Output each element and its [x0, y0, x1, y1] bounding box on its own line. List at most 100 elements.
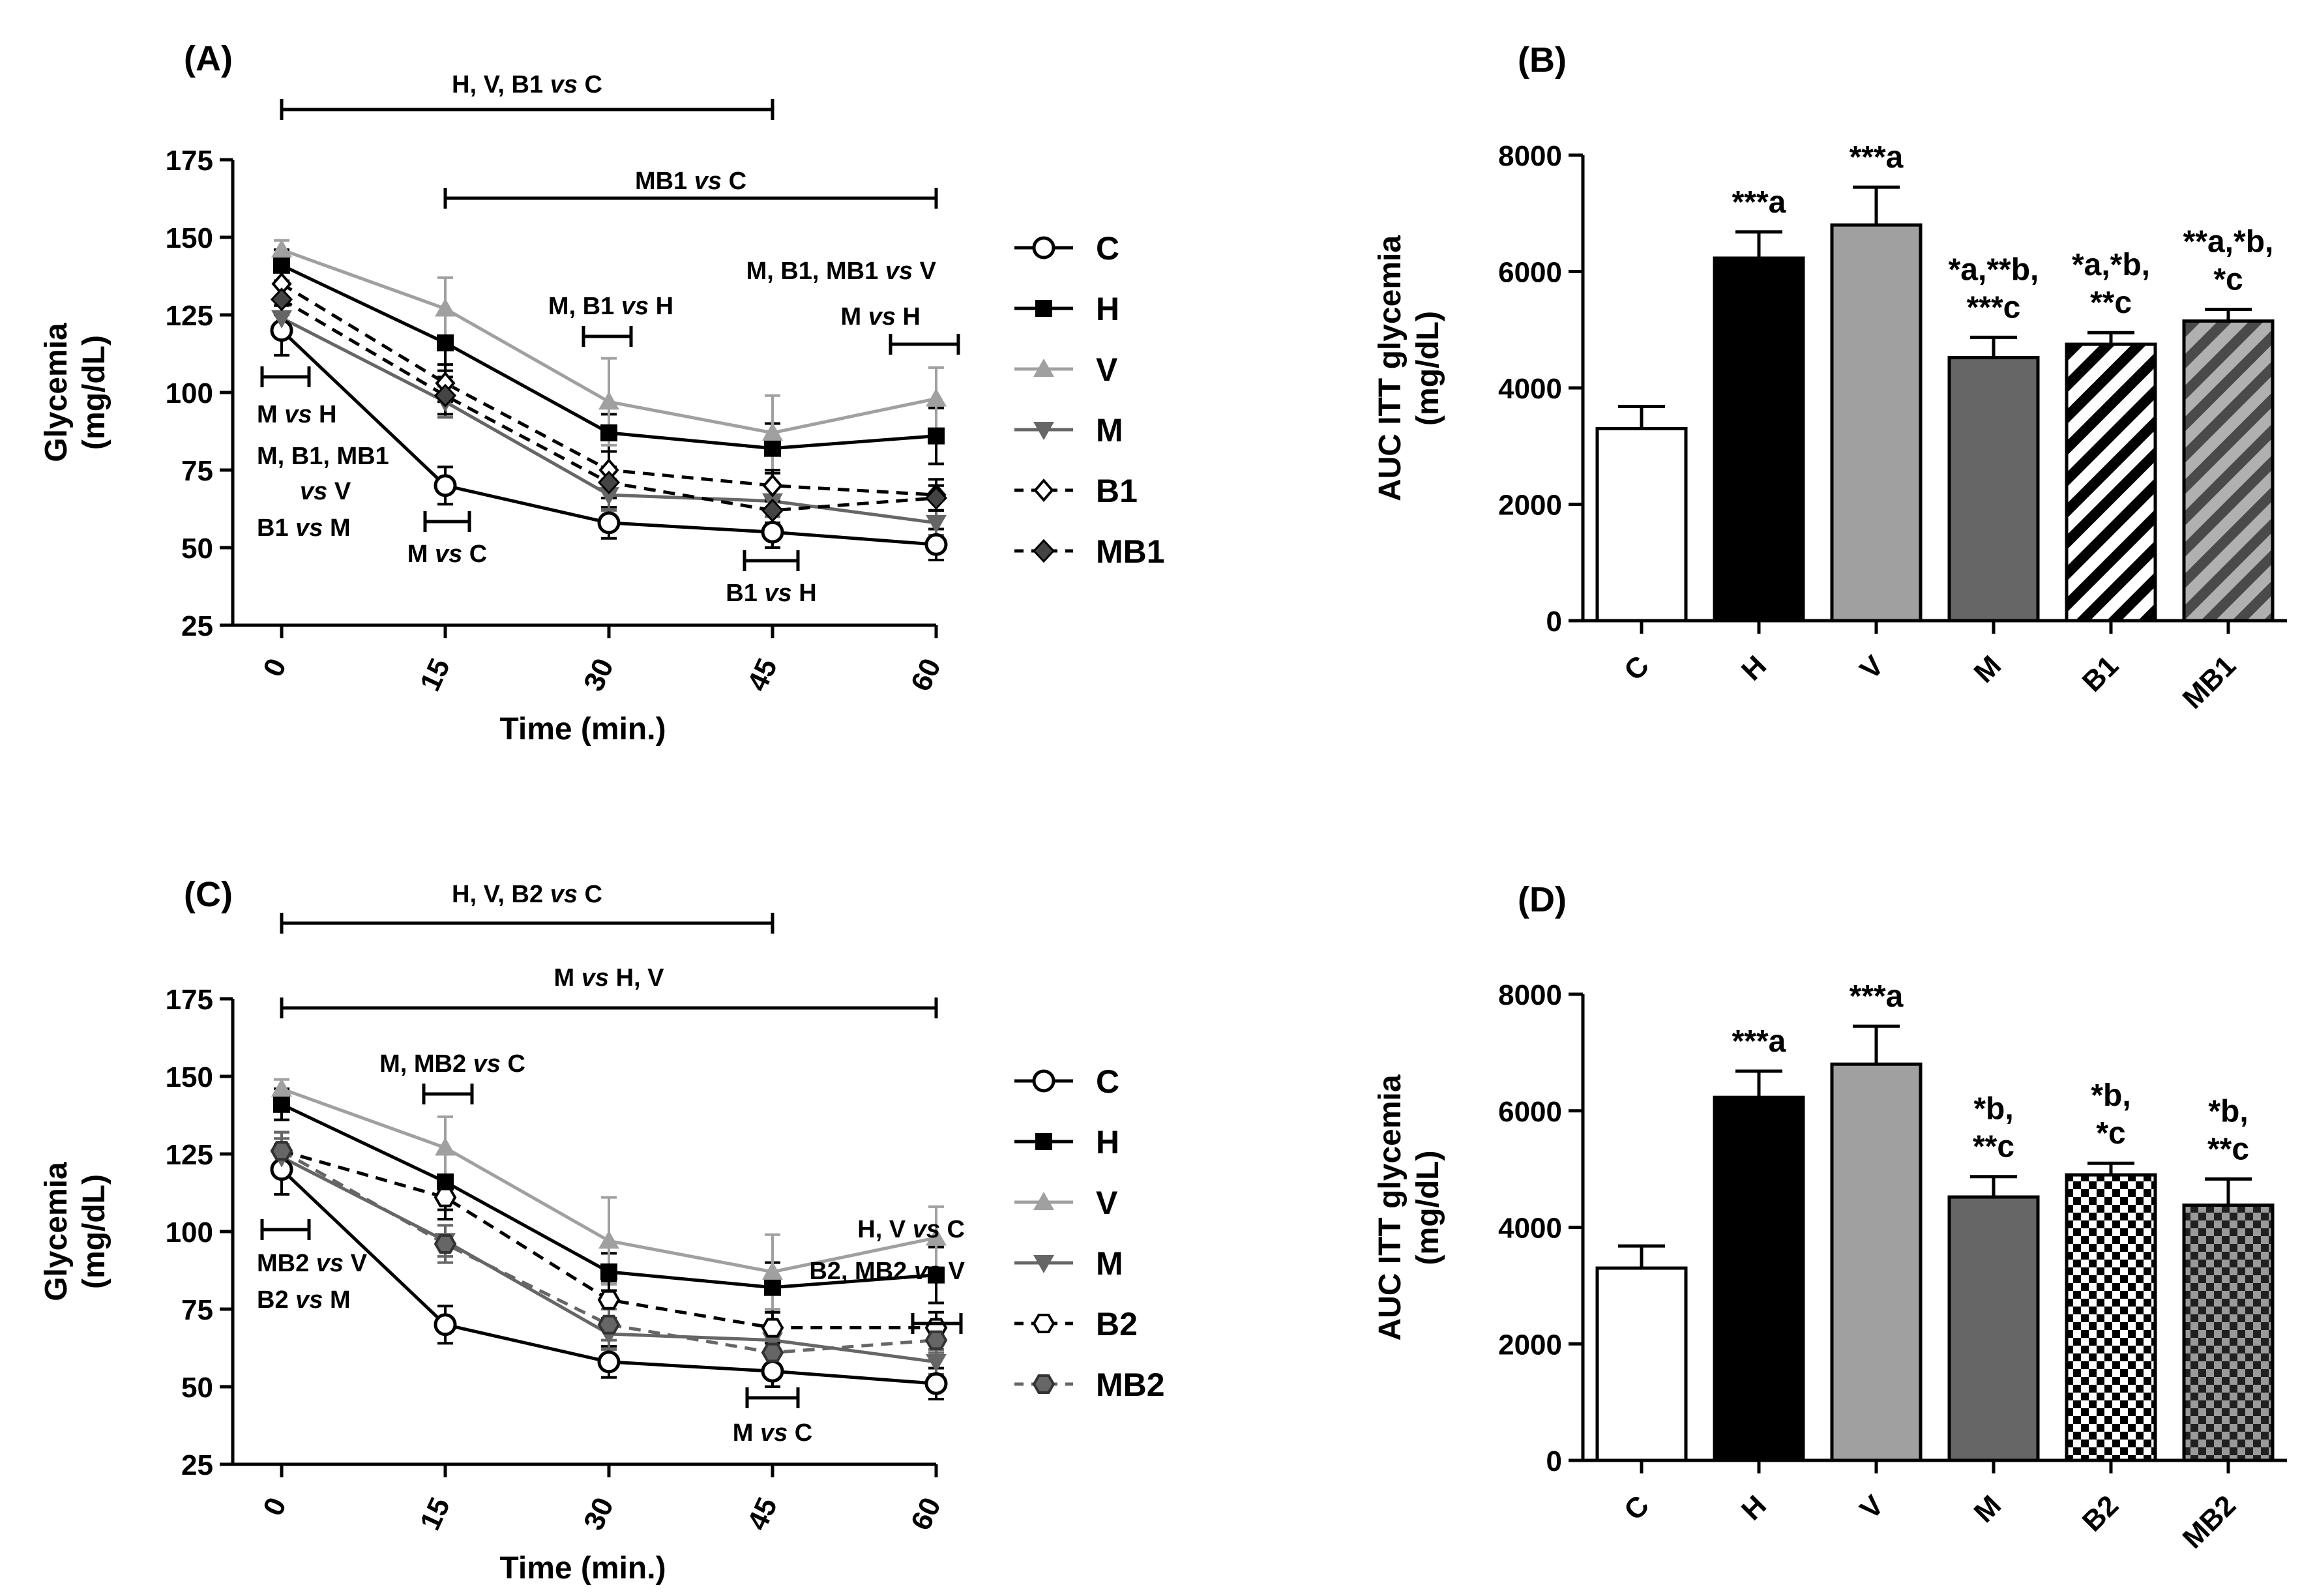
legend-marker-v	[1033, 359, 1054, 377]
annotation-span: V	[913, 258, 937, 285]
bar-c	[1595, 426, 1688, 623]
annotation-span: vs	[295, 1286, 323, 1314]
data-point-mb2	[924, 1330, 948, 1350]
legend-marker-c	[1032, 1069, 1055, 1093]
significance-label: **a,*b,	[2183, 225, 2274, 259]
data-point-mb2	[761, 1342, 784, 1363]
data-point-b2	[597, 1290, 621, 1310]
legend-label-v: V	[1096, 351, 1118, 388]
x-tick-label: H	[1735, 1489, 1773, 1526]
annotation-span: vs	[284, 401, 312, 428]
bar-m	[1947, 356, 2040, 623]
bar-m	[1947, 1195, 2040, 1462]
x-tick-label: B2	[2076, 1489, 2125, 1537]
legend-label-c: C	[1096, 230, 1119, 267]
y-axis-label-line: AUC ITT glycemia	[1373, 1074, 1408, 1340]
data-point-c	[761, 520, 784, 544]
data-point-v	[762, 422, 783, 441]
annotation-span: H, V, B2	[452, 881, 550, 908]
significance-label: *c	[2096, 1116, 2125, 1151]
bar-mb2	[2182, 1204, 2275, 1462]
data-point-c	[761, 1359, 784, 1383]
panel-b: (B) 0 2000 4000 6000 8000 AUC ITT glycemia (mg/…	[1373, 40, 2287, 715]
bar-b1	[2065, 342, 2157, 623]
data-point-c	[597, 511, 621, 535]
data-point-v	[926, 1227, 947, 1246]
legend-marker-mb1	[1032, 539, 1055, 563]
legend-label-mb2: MB2	[1096, 1367, 1165, 1403]
data-point-v	[598, 391, 619, 410]
annotation-span: M	[323, 1286, 350, 1314]
y-tick-label: 75	[181, 455, 213, 487]
annotation-label: H, V, B2 vs C	[452, 881, 602, 908]
y-axis-label-line: (mg/dL)	[1411, 311, 1445, 426]
x-axis-label: Time (min.)	[499, 1551, 666, 1586]
annotation-span: H, V, B1	[452, 71, 550, 98]
data-point-mb1	[270, 288, 293, 312]
legend-label-b2: B2	[1096, 1306, 1138, 1342]
legend-label-mb1: MB1	[1096, 533, 1165, 570]
data-point-v	[271, 239, 292, 258]
y-tick-label: 175	[166, 145, 213, 177]
legend-marker-h	[1035, 300, 1052, 317]
annotation-label: M, B1, MB1 vs V	[746, 258, 937, 285]
annotation-label: M vs H, V	[554, 964, 665, 992]
y-tick-label: 150	[166, 222, 213, 254]
legend-label-v: V	[1096, 1185, 1118, 1221]
y-axis-label: AUC ITT glycemia (mg/dL)	[1373, 235, 1445, 501]
annotation-span: vs	[914, 1258, 941, 1285]
annotation-span: MB1	[635, 168, 694, 195]
x-tick-label: 60	[905, 654, 947, 696]
y-tick-label: 50	[181, 533, 213, 565]
data-point-m	[926, 514, 947, 533]
significance-label: *a,*b,	[2072, 248, 2150, 282]
y-tick-label: 6000	[1498, 257, 1562, 289]
data-point-c	[924, 533, 948, 556]
y-tick-label: 100	[166, 1217, 213, 1249]
x-tick-label: H	[1735, 649, 1773, 687]
annotation-span: vs	[913, 1216, 940, 1243]
annotation-label: B2 vs M	[257, 1286, 351, 1314]
x-tick-label: M	[1968, 1489, 2008, 1529]
x-tick-label: 30	[578, 1493, 620, 1535]
annotation-span: H, V	[857, 1216, 912, 1243]
bar-h	[1713, 1095, 1805, 1462]
data-point-v	[926, 388, 947, 407]
annotation-span: M, B1	[548, 293, 621, 320]
y-tick-label: 125	[166, 1139, 213, 1171]
y-tick-label: 0	[1546, 606, 1562, 638]
legend-marker-m	[1033, 422, 1054, 440]
data-point-h	[273, 1095, 290, 1113]
data-point-mb1	[924, 486, 948, 510]
y-tick-label: 4000	[1498, 373, 1562, 405]
data-point-m	[271, 310, 292, 329]
data-point-mb1	[434, 383, 457, 407]
legend-marker-b2	[1032, 1314, 1055, 1333]
annotation-span: MB2	[257, 1250, 316, 1277]
y-axis-label-line: (mg/dL)	[77, 1174, 111, 1289]
annotation-label: MB1 vs C	[635, 168, 746, 195]
data-point-c	[597, 1350, 621, 1374]
annotation-label: H, V vs C	[857, 1216, 965, 1243]
data-point-h	[273, 256, 290, 274]
significance-label: *c	[2213, 263, 2243, 297]
panel-d: (D) 0 2000 4000 6000 8000 AUC ITT glycemia (mg/…	[1373, 880, 2287, 1555]
bar-v	[1830, 1062, 1923, 1462]
legend-marker-h	[1035, 1133, 1052, 1150]
bar-h	[1713, 256, 1805, 623]
annotation-span: M	[407, 540, 435, 568]
significance-label: ***a	[1732, 185, 1786, 220]
significance-label: **c	[2090, 286, 2132, 320]
y-tick-label: 75	[181, 1294, 213, 1326]
significance-label: ***a	[1850, 140, 1904, 175]
legend-marker-c	[1032, 236, 1055, 259]
x-tick-label: B1	[2076, 649, 2125, 698]
annotation-span: C	[578, 881, 602, 908]
annotation-span: vs	[582, 964, 609, 992]
annotation-span: M	[257, 401, 284, 428]
panel-a: (A) 25 50 75 100 125 150 175 0 15 30 45 60 Time (min.…	[39, 39, 1165, 746]
x-tick-label: C	[1618, 1489, 1655, 1526]
annotation-span: C	[462, 540, 487, 568]
y-tick-label: 25	[181, 610, 213, 642]
annotation-span: B1	[257, 514, 295, 542]
